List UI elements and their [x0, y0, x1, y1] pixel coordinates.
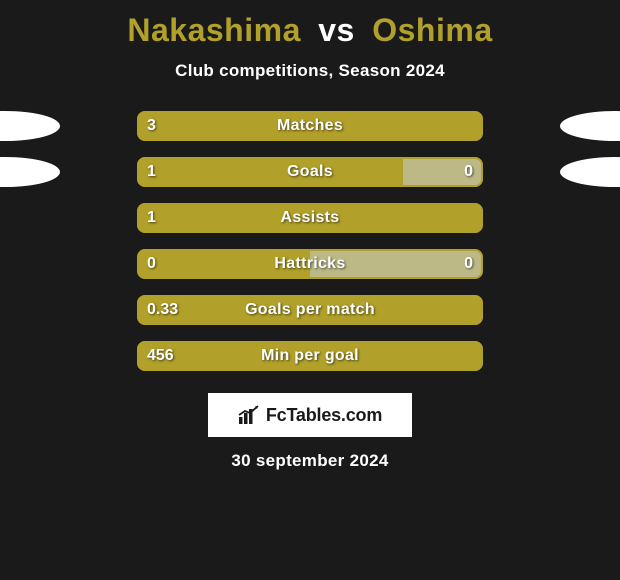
stat-label: Matches	[137, 111, 483, 141]
player1-name: Nakashima	[127, 12, 300, 48]
stat-label: Min per goal	[137, 341, 483, 371]
stat-row: 456Min per goal	[137, 341, 483, 371]
logo-box: FcTables.com	[208, 393, 412, 437]
stat-row: 0.33Goals per match	[137, 295, 483, 325]
player2-name: Oshima	[372, 12, 492, 48]
side-oval-right	[560, 111, 620, 141]
stat-row: 00Hattricks	[137, 249, 483, 279]
chart-icon	[238, 405, 262, 425]
stat-row: 3Matches	[137, 111, 483, 141]
side-oval-left	[0, 157, 60, 187]
date-text: 30 september 2024	[231, 451, 388, 471]
logo-text: FcTables.com	[266, 405, 382, 426]
stat-label: Assists	[137, 203, 483, 233]
comparison-infographic: Nakashima vs Oshima Club competitions, S…	[0, 0, 620, 580]
stats-rows: 3Matches 10Goals 1Assists 00Hattricks 0.33Go…	[0, 111, 620, 387]
vs-separator: vs	[318, 12, 355, 48]
stat-row: 1Assists	[137, 203, 483, 233]
side-oval-right	[560, 157, 620, 187]
subtitle: Club competitions, Season 2024	[175, 61, 445, 81]
stat-label: Hattricks	[137, 249, 483, 279]
stat-label: Goals	[137, 157, 483, 187]
side-oval-left	[0, 111, 60, 141]
stat-label: Goals per match	[137, 295, 483, 325]
stat-row: 10Goals	[137, 157, 483, 187]
page-title: Nakashima vs Oshima	[127, 12, 492, 49]
